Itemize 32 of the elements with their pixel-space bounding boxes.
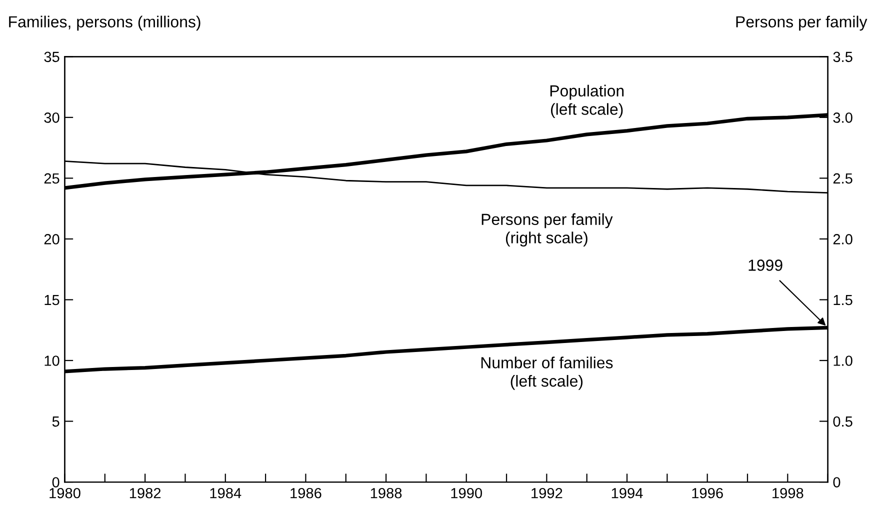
y2-tick-label: 0 <box>833 477 840 488</box>
series-label: Number of families (left scale) <box>481 356 613 390</box>
x-tick-label: 1994 <box>612 488 643 498</box>
y-axis-title: Families, persons (millions) <box>9 16 200 31</box>
y2-tick-label: 2.0 <box>833 234 852 244</box>
x-tick-label: 1984 <box>210 488 242 498</box>
x-tick-label: 1990 <box>451 488 482 498</box>
y2-axis-title: Persons per family <box>736 16 868 31</box>
x-tick-label: 1988 <box>370 488 402 498</box>
y-tick-label: 25 <box>44 173 60 184</box>
x-tick-label: 1980 <box>50 488 80 498</box>
y2-tick-label: 1.5 <box>834 294 852 306</box>
y-tick-label: 15 <box>44 294 60 306</box>
annotation: 1999 <box>748 260 782 271</box>
y-tick-label: 30 <box>44 112 60 123</box>
y2-tick-label: 1.0 <box>834 356 852 366</box>
series-label: Population (left scale) <box>550 84 624 118</box>
y-tick-label: 10 <box>44 356 60 366</box>
y2-tick-label: 2.5 <box>833 173 852 184</box>
y-tick-label: 0 <box>52 477 60 488</box>
x-tick-label: 1998 <box>772 488 804 498</box>
y2-tick-label: 3.0 <box>833 112 852 123</box>
x-tick-label: 1986 <box>290 488 322 498</box>
y-tick-label: 35 <box>44 52 60 62</box>
x-tick-label: 1982 <box>130 488 161 498</box>
y2-tick-label: 0.5 <box>833 416 852 427</box>
y-tick-label: 5 <box>52 416 60 427</box>
x-tick-label: 1992 <box>532 488 562 498</box>
series-label: Persons per family (right scale) <box>482 213 613 247</box>
x-tick-label: 1996 <box>692 488 723 498</box>
y-tick-label: 20 <box>44 234 60 244</box>
y2-tick-label: 3.5 <box>833 52 852 62</box>
